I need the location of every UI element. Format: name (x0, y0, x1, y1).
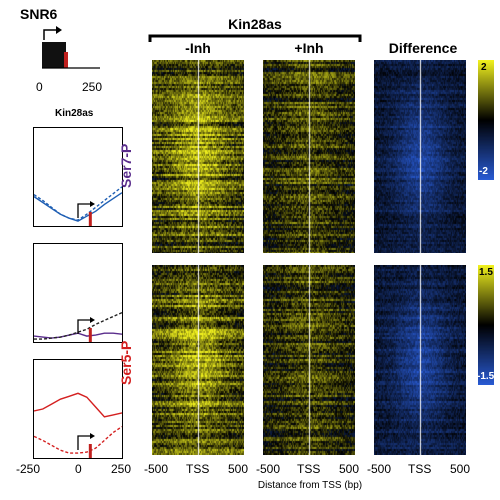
tss-arrowhead-icon (90, 317, 95, 323)
profile-line-2-dashed (34, 311, 123, 340)
profile-line-1-dashed (33, 186, 123, 221)
heatmap-ser7-difference (374, 60, 466, 253)
heatmap-ser5-minus-inh (152, 265, 244, 455)
x-axis-label: Distance from TSS (bp) (257, 480, 363, 491)
heatmap-ser5-plus-inh (263, 265, 355, 455)
profile-x-tick-250: 250 (111, 462, 132, 476)
profile-line-3-solid (33, 392, 123, 418)
gene-tick-250: 250 (82, 80, 103, 94)
gene-diagram (42, 26, 100, 69)
tss-arrow-icon (77, 435, 90, 450)
profile-line-1-solid (33, 192, 123, 222)
row-label-ser7p: Ser7-P (118, 143, 134, 188)
hm-x-tick-2-neg500: -500 (256, 462, 281, 476)
hm-x-tick-3-neg500: -500 (367, 462, 392, 476)
hm-x-tick-3-tss: TSS (408, 462, 432, 476)
hm-x-tick-1-neg500: -500 (144, 462, 169, 476)
tss-arrowhead-icon (90, 433, 95, 439)
heatmap-ser7-minus-inh (152, 60, 244, 253)
colorbar-ser5-min: -1.5 (477, 371, 495, 382)
kin28as-small-label: Kin28as (55, 108, 94, 119)
profile-panel-3 (33, 359, 123, 459)
hm-x-tick-2-500: 500 (339, 462, 360, 476)
hm-x-tick-2-tss: TSS (297, 462, 321, 476)
heatmap-ser7-plus-inh (263, 60, 355, 253)
column-title-minus-inh: -Inh (185, 40, 211, 56)
profile-plot-3 (33, 392, 123, 458)
kin28as-group-bracket (148, 34, 362, 42)
row-label-ser5p: Ser5-P (118, 340, 134, 385)
gene-end-marker (88, 212, 92, 226)
profile-panel-1 (33, 127, 123, 227)
gene-end-marker (88, 328, 92, 342)
hm-x-tick-3-500: 500 (450, 462, 471, 476)
heatmap-ser5-difference (374, 265, 466, 455)
column-title-difference: Difference (388, 40, 458, 56)
profile-panel-2 (33, 243, 123, 343)
colorbar-ser5-max: 1.5 (479, 267, 493, 278)
hm-x-tick-1-tss: TSS (186, 462, 210, 476)
colorbar-ser5 (478, 265, 494, 385)
colorbar-ser7 (478, 60, 494, 180)
gene-tick-0: 0 (36, 80, 43, 94)
tss-arrow-icon (77, 319, 90, 334)
hm-x-tick-1-500: 500 (228, 462, 249, 476)
kin28as-group-title: Kin28as (228, 16, 282, 32)
tss-arrowhead-icon (90, 201, 95, 207)
profile-x-tick-0: 0 (75, 462, 82, 476)
gene-end-marker (88, 444, 92, 458)
profile-plot-1 (33, 186, 123, 226)
tss-arrow-icon (77, 203, 90, 218)
gene-name: SNR6 (20, 6, 58, 22)
profile-x-tick-neg250: -250 (16, 462, 41, 476)
profile-plot-2 (33, 311, 123, 342)
colorbar-ser7-max: 2 (481, 62, 487, 73)
profile-line-3-dashed (33, 426, 123, 454)
column-title-plus-inh: +Inh (294, 40, 324, 56)
colorbar-ser7-min: -2 (479, 166, 488, 177)
